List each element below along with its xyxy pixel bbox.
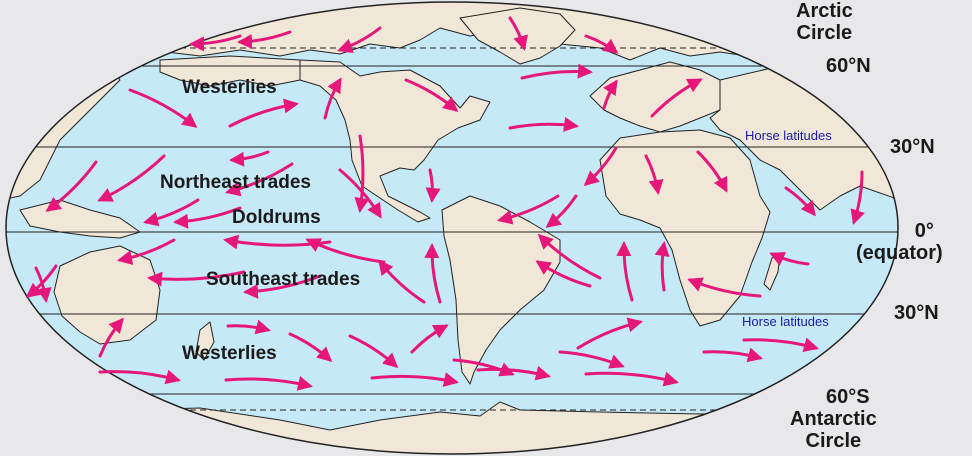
asia bbox=[709, 59, 898, 231]
wind-arrow-icon bbox=[537, 233, 602, 280]
northeast-trades-label: Northeast trades bbox=[160, 172, 311, 193]
wind-arrow-icon bbox=[687, 277, 762, 298]
wind-arrow-icon bbox=[173, 206, 242, 229]
wind-arrow-icon bbox=[237, 30, 292, 50]
wind-arrow-icon bbox=[226, 319, 271, 335]
equator-label: 0° (equator) bbox=[856, 220, 943, 264]
westerlies-south-label: Westerlies bbox=[182, 343, 277, 364]
alaska bbox=[159, 55, 301, 87]
wind-arrow-icon bbox=[476, 365, 551, 381]
lat-30n-label: 30°N bbox=[890, 136, 935, 158]
arctic-circle-label: Arctic Circle bbox=[796, 0, 853, 44]
wind-arrow-icon bbox=[497, 194, 560, 225]
wind-arrow-icon bbox=[338, 168, 382, 219]
wind-arrow-icon bbox=[583, 146, 618, 186]
wind-arrow-icon bbox=[323, 77, 342, 120]
wind-arrow-icon bbox=[128, 88, 198, 128]
wind-arrow-icon bbox=[143, 198, 200, 227]
wind-arrow-icon bbox=[354, 134, 370, 213]
wind-arrow-icon bbox=[337, 26, 382, 54]
wind-arrow-icon bbox=[535, 260, 592, 288]
doldrums-label: Doldrums bbox=[232, 207, 321, 228]
wind-arrow-icon bbox=[425, 168, 441, 203]
wind-arrow-icon bbox=[452, 358, 515, 377]
wind-arrow-icon bbox=[508, 16, 528, 51]
wind-arrow-icon bbox=[616, 241, 634, 302]
wind-arrow-icon bbox=[288, 332, 333, 363]
arctic-circle-line2: Circle bbox=[796, 22, 853, 44]
wind-arrow-icon bbox=[370, 372, 459, 387]
wind-arrow-icon bbox=[508, 117, 579, 132]
antarctic-circle-line1: Antarctic bbox=[790, 408, 877, 430]
wind-arrow-icon bbox=[584, 371, 679, 387]
wind-arrow-icon bbox=[576, 317, 643, 350]
wind-arrow-icon bbox=[228, 98, 299, 128]
antarctic-circle-label: Antarctic Circle bbox=[790, 408, 877, 452]
antarctic-circle-line2: Circle bbox=[805, 430, 862, 452]
equator-line2: (equator) bbox=[856, 242, 943, 264]
lat-30-south-label: 30°N bbox=[894, 302, 939, 324]
wind-arrow-icon bbox=[34, 266, 52, 303]
wind-arrow-icon bbox=[520, 63, 593, 80]
wind-arrow-icon bbox=[545, 194, 578, 228]
wind-arrow-icon bbox=[98, 369, 181, 385]
wind-arrow-icon bbox=[654, 241, 670, 292]
horse-latitudes-south-label: Horse latitudes bbox=[742, 314, 829, 329]
wind-arrow-icon bbox=[650, 78, 703, 118]
lat-60n-label: 60°N bbox=[826, 55, 871, 77]
wind-arrow-icon bbox=[404, 78, 459, 112]
wind-arrow-icon bbox=[769, 252, 810, 266]
australia bbox=[53, 245, 161, 345]
arctic-circle-line1: Arctic bbox=[796, 0, 853, 22]
wind-arrow-icon bbox=[702, 347, 763, 363]
wind-arrow-icon bbox=[224, 375, 313, 391]
wind-arrow-icon bbox=[225, 162, 294, 197]
new-zealand bbox=[195, 321, 215, 361]
wind-arrow-icon bbox=[243, 274, 322, 299]
wind-arrow-icon bbox=[602, 79, 618, 110]
westerlies-north-label: Westerlies bbox=[182, 77, 277, 98]
wind-arrow-icon bbox=[117, 238, 176, 266]
wind-arrow-icon bbox=[584, 34, 619, 54]
equator-line1: 0° bbox=[914, 220, 934, 242]
wind-arrow-icon bbox=[696, 150, 728, 193]
wind-arrow-icon bbox=[147, 270, 246, 287]
wind-arrow-icon bbox=[97, 154, 166, 202]
southeast-trades-label: Southeast trades bbox=[206, 269, 361, 290]
wind-arrow-icon bbox=[305, 238, 386, 264]
horse-latitudes-north-label: Horse latitudes bbox=[745, 128, 832, 143]
wind-arrow-icon bbox=[850, 170, 865, 225]
wind-arrow-icon bbox=[410, 324, 449, 354]
wind-arrow-icon bbox=[558, 350, 625, 369]
wind-arrow-icon bbox=[45, 160, 98, 212]
wind-arrow-icon bbox=[348, 334, 399, 369]
globe-outline bbox=[5, 1, 899, 455]
wind-arrow-icon bbox=[784, 186, 816, 217]
wind-arrow-icon bbox=[742, 337, 819, 353]
wind-arrow-icon bbox=[644, 154, 664, 195]
south-america bbox=[441, 195, 561, 385]
lat-60s-label: 60°S bbox=[826, 386, 870, 408]
wind-arrow-icon bbox=[189, 34, 242, 52]
wind-arrow-icon bbox=[378, 259, 426, 304]
wind-arrow-icon bbox=[424, 243, 442, 304]
wind-arrow-icon bbox=[98, 317, 124, 358]
africa bbox=[599, 129, 771, 327]
wind-arrow-icon bbox=[229, 150, 270, 167]
